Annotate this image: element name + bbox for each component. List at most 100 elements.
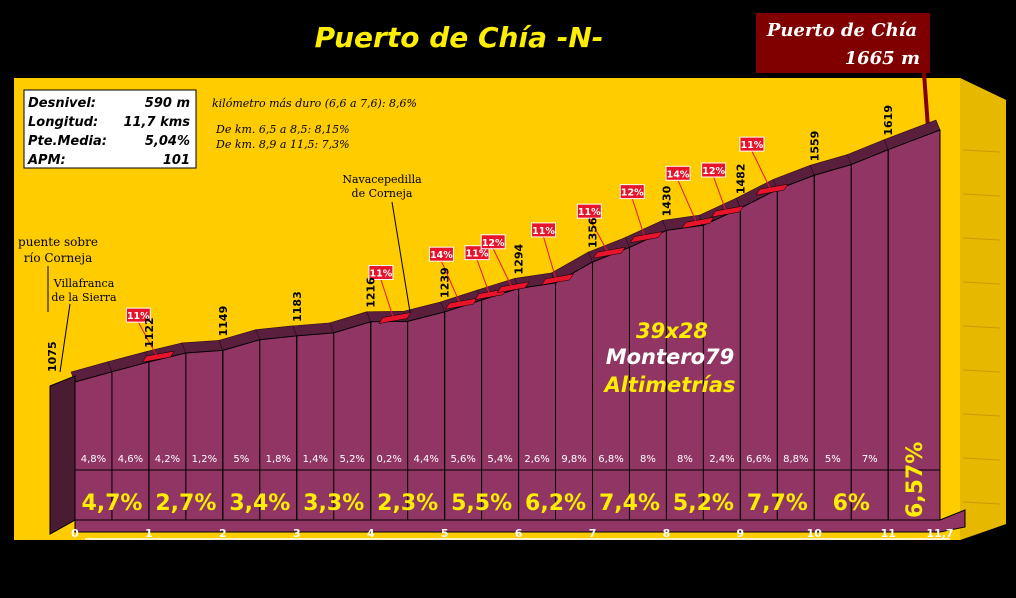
ramp-value: 11% (532, 226, 555, 237)
half-km-gradient: 8,8% (783, 454, 808, 465)
ramp-mark (141, 350, 175, 363)
half-km-gradient: 4,6% (118, 454, 143, 465)
half-km-gradient: 4,8% (81, 454, 106, 465)
summit-name: Puerto de Chía (766, 20, 917, 41)
credit-size: 39x28 (636, 319, 708, 343)
half-km-gradient: 0,2% (377, 454, 402, 465)
chart-gridlines (962, 149, 1001, 505)
ramp-leader (713, 176, 727, 211)
stat-label: Longitud: (28, 115, 98, 130)
ramp-badge (531, 222, 557, 238)
ramp-value: 11% (127, 311, 150, 322)
half-km-gradient: 8% (677, 454, 693, 465)
grid-line (962, 457, 1001, 461)
ramp-value: 12% (482, 238, 505, 249)
half-km-gradient: 6,8% (598, 454, 623, 465)
km-gradient: 2,3% (377, 491, 438, 516)
half-km-gradient: 9,8% (561, 454, 586, 465)
profile-segment (407, 311, 446, 521)
x-tick-label: 0 (71, 527, 79, 540)
km-gradient: 5,2% (673, 491, 734, 516)
half-km-gradient: 5,4% (487, 454, 512, 465)
place-label-village: Villafranca (53, 277, 115, 290)
x-tick-label: 7 (589, 527, 597, 540)
km-gradient: 6,2% (525, 491, 586, 516)
place-label-village: de Corneja (352, 187, 413, 200)
credit-site: Altimetrías (602, 373, 735, 397)
max-ramp-layer: 11%11%14% 11%12%11%11%12%14% 12%11% (125, 136, 789, 363)
altitude-label: 1122 (143, 317, 156, 348)
place-label-bridge: río Corneja (24, 251, 92, 265)
x-tick-label: 9 (737, 527, 745, 540)
stat-value: 5,04% (145, 134, 190, 149)
note-hardest-km: kilómetro más duro (6,6 a 7,6): 8,6% (212, 97, 417, 110)
ramp-badge (480, 234, 506, 250)
ramp-mark (681, 216, 715, 229)
profile-area (49, 119, 941, 535)
km-gradient: 6% (833, 491, 870, 516)
grid-line (962, 237, 1001, 241)
profile-segment (555, 261, 594, 521)
x-tick-label: 11 (881, 527, 896, 540)
altitude-label: 1356 (587, 217, 600, 248)
note-section: De km. 8,9 a 11,5: 7,3% (215, 138, 350, 151)
grid-line (962, 325, 1001, 329)
stat-value: 101 (163, 153, 190, 168)
altitude-label: 1482 (734, 164, 747, 195)
altitude-label: 1619 (882, 105, 895, 136)
ramp-badge (665, 165, 691, 181)
profile-segment (813, 163, 852, 521)
half-km-gradient: 4,2% (155, 454, 180, 465)
ramp-leader (476, 259, 490, 293)
summit-altitude: 1665 m (845, 48, 920, 69)
x-tick-label: 2 (219, 527, 227, 540)
km-gradients: 4,7% 2,7% 3,4% 3,3% 2,3% 5,5% 6,2% 7,4% 5,2% 7,7%… (81, 442, 928, 518)
stats-box (23, 89, 197, 169)
grid-line (962, 193, 1001, 197)
summit-pointer (922, 72, 930, 129)
credit-author: Montero79 (606, 345, 735, 369)
ramp-badge (739, 136, 765, 152)
stat-value: 590 m (145, 96, 190, 111)
ramp-mark (496, 281, 530, 294)
ramp-value: 12% (621, 188, 644, 199)
km-gradient: 3,4% (229, 491, 290, 516)
x-tick-label: 6 (515, 527, 523, 540)
ramp-badge (125, 307, 151, 323)
place-label-bridge: puente sobre (18, 235, 98, 249)
altitude-label: 1075 (46, 341, 59, 372)
x-tick-label: 5 (441, 527, 449, 540)
ramp-leader (588, 217, 608, 252)
ramp-mark (755, 183, 789, 196)
ramp-badge (619, 184, 645, 200)
place-label-village: Navacepedilla (342, 173, 422, 186)
ramp-value: 14% (430, 250, 453, 261)
ramp-value: 11% (741, 140, 764, 151)
half-km-gradient: 8% (640, 454, 656, 465)
x-tick-label: 1 (145, 527, 153, 540)
place-leader (59, 303, 71, 373)
stat-value: 11,7 kms (123, 115, 190, 130)
km-gradient: 3,3% (303, 491, 364, 516)
profile-segment (776, 174, 815, 521)
half-km-gradient: 5,2% (340, 454, 365, 465)
place-leader (391, 201, 411, 313)
stat-label: APM: (27, 153, 66, 168)
ramp-badge (428, 246, 454, 262)
ramp-leader (631, 198, 645, 236)
half-km-gradient: 1,4% (303, 454, 328, 465)
altitude-label: 1216 (365, 277, 378, 308)
place-label-village: de la Sierra (51, 291, 117, 304)
half-km-gradient: 4,4% (413, 454, 438, 465)
ramp-mark (378, 312, 412, 324)
altitude-labels: 1075 1122 1149 1183 1216 1239 1294 1356 1430 1482… (46, 105, 895, 372)
km-gradient: 2,7% (155, 491, 216, 516)
profile-segment (444, 299, 483, 521)
ramp-badge (368, 265, 394, 281)
half-km-gradient: 5,6% (450, 454, 475, 465)
altitude-label: 1183 (291, 291, 304, 322)
altitude-label: 1149 (217, 306, 230, 337)
ramp-leader (440, 260, 460, 303)
half-km-gradient: 5% (233, 454, 249, 465)
